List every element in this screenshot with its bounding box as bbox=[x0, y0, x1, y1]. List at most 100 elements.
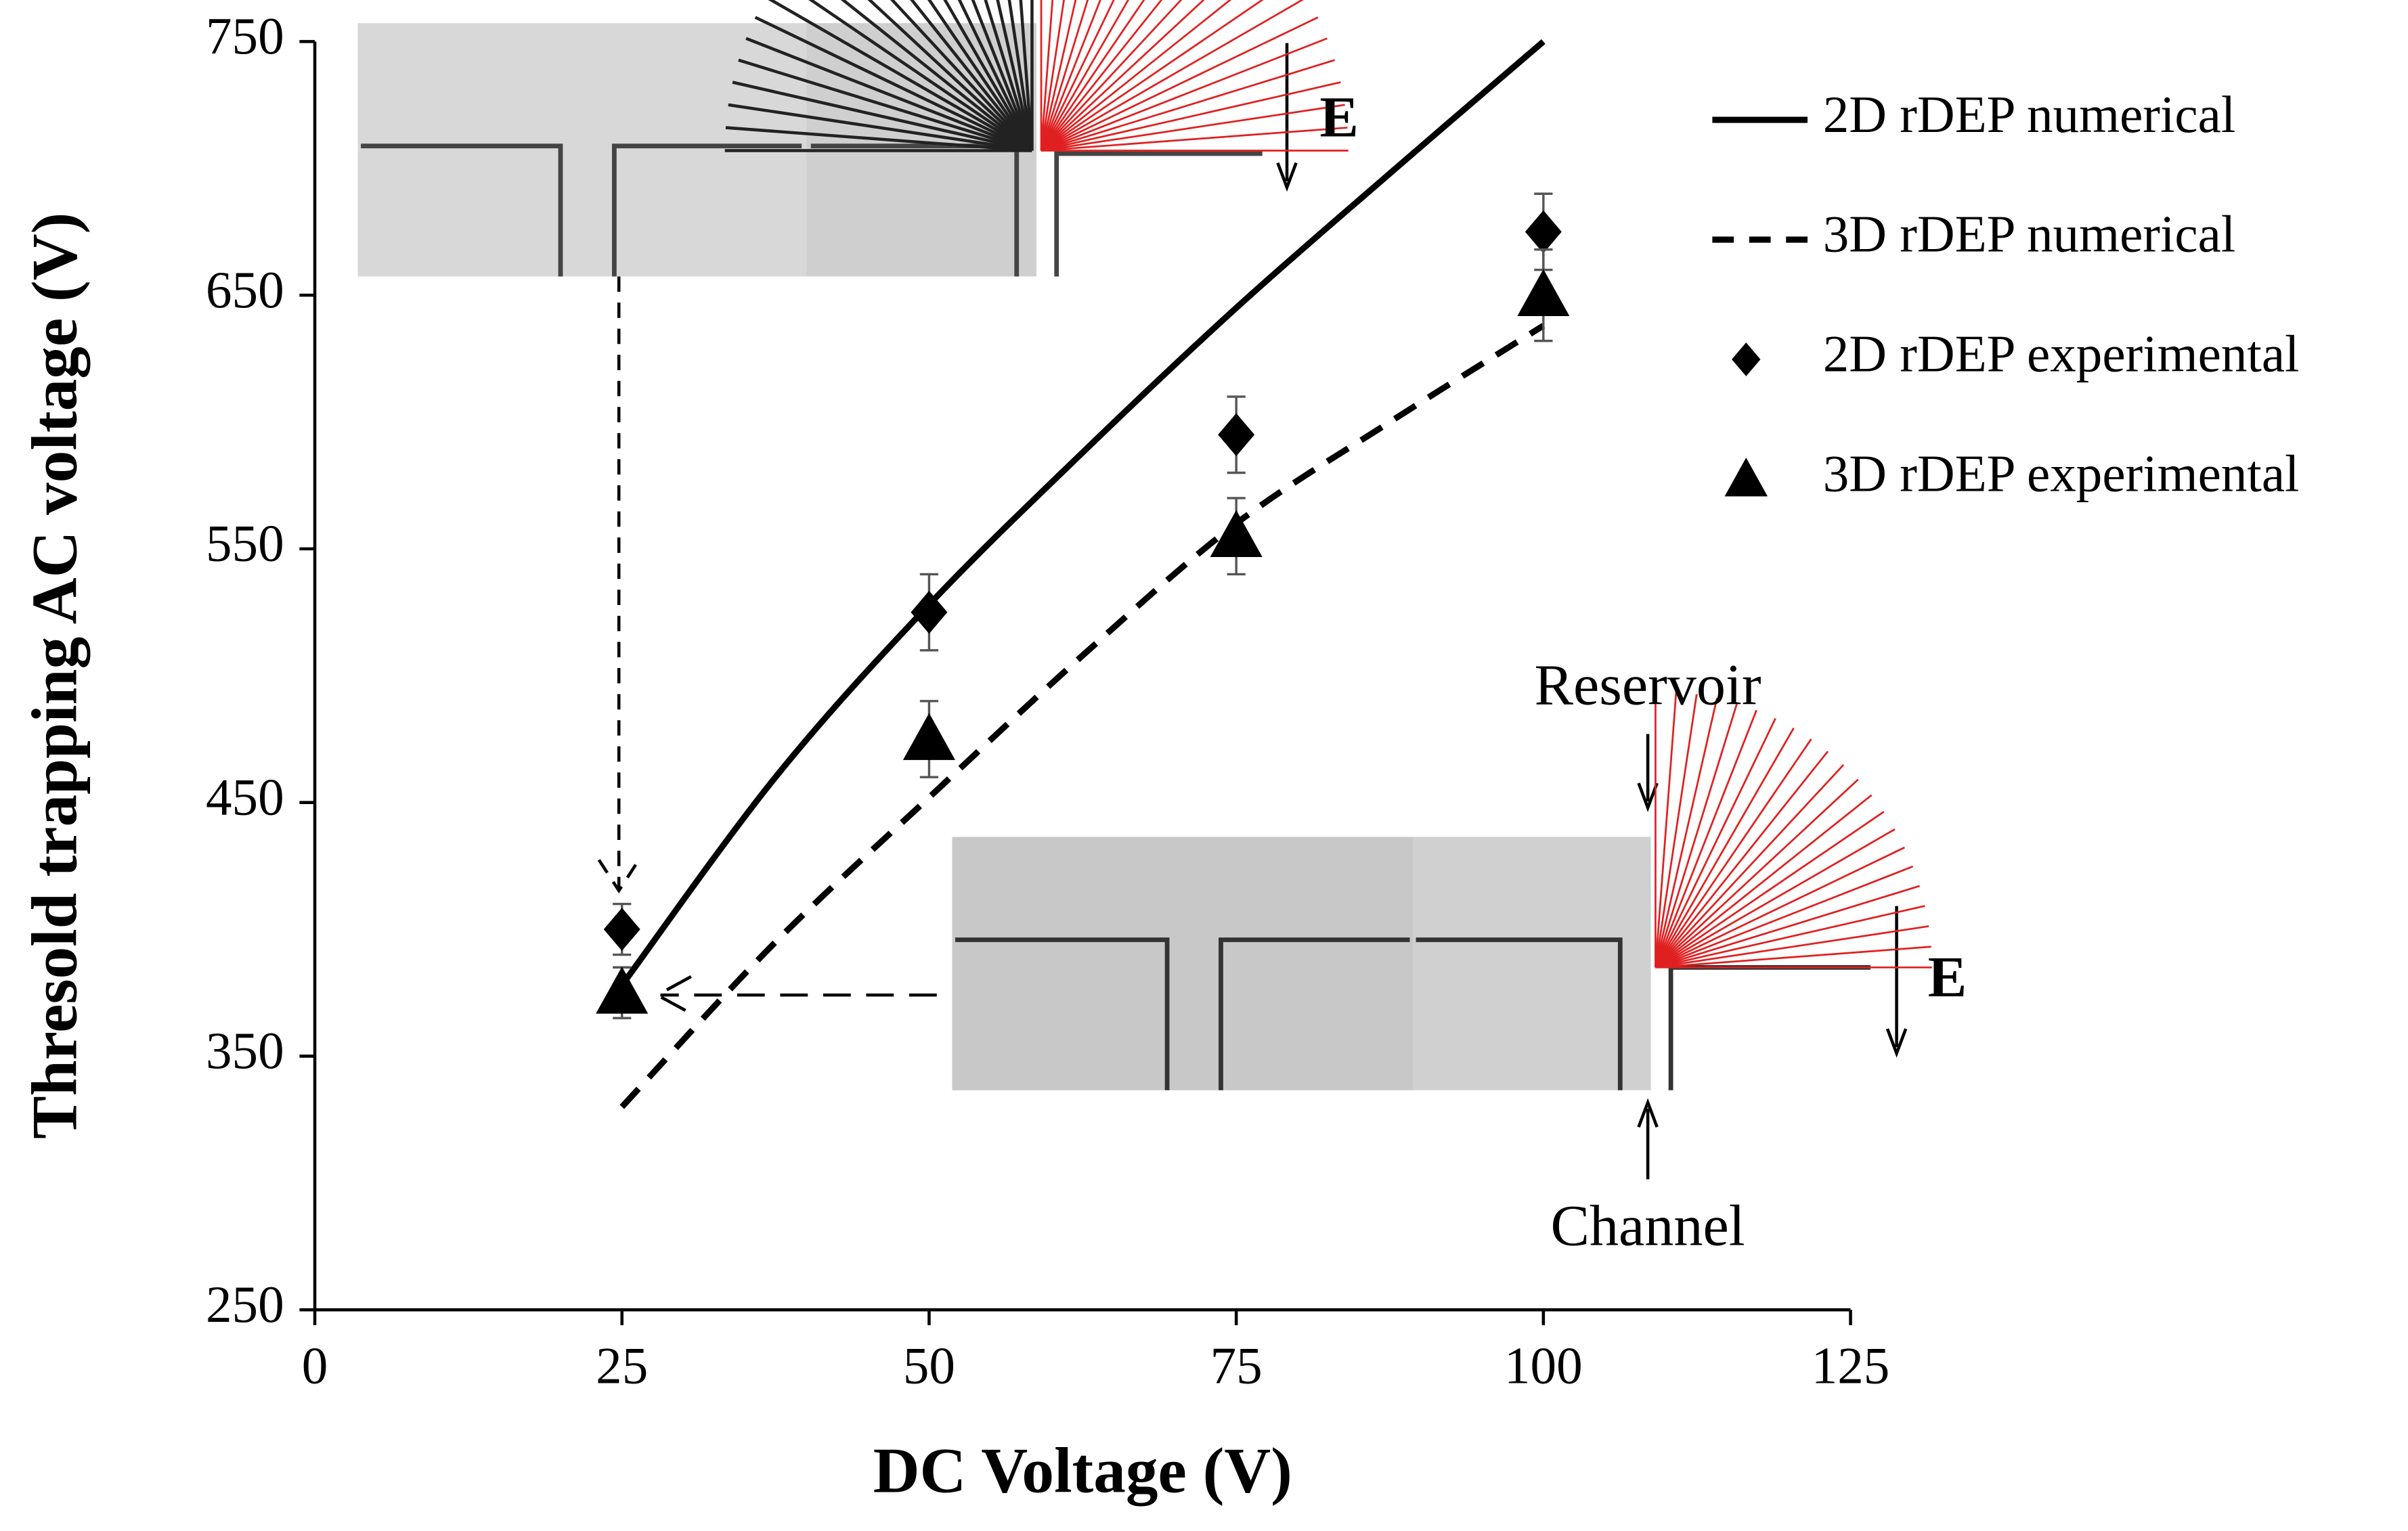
pointer-arrow bbox=[1637, 734, 1659, 812]
diamond-marker bbox=[1525, 210, 1562, 254]
legend-marker bbox=[1724, 458, 1768, 497]
field-line bbox=[1655, 946, 1931, 969]
field-line bbox=[1655, 828, 1896, 969]
field-line bbox=[1041, 0, 1264, 152]
field-line bbox=[1655, 885, 1921, 969]
legend-label: 3D rDEP experimental bbox=[1823, 445, 2300, 503]
field-line bbox=[1040, 0, 1101, 151]
field-line bbox=[910, 0, 1034, 152]
legend-label: 2D rDEP experimental bbox=[1823, 325, 2300, 383]
x-axis-title: DC Voltage (V) bbox=[873, 1434, 1292, 1506]
field-line bbox=[840, 0, 1033, 152]
field-line bbox=[1041, 59, 1335, 152]
field-line bbox=[738, 58, 1033, 152]
field-line bbox=[1655, 865, 1914, 969]
field-line bbox=[1040, 0, 1163, 152]
field-line bbox=[1655, 717, 1776, 968]
field-arrow bbox=[1276, 43, 1298, 192]
field-line bbox=[1655, 751, 1829, 969]
y-tick-label: 650 bbox=[206, 261, 284, 319]
field-line bbox=[1040, 0, 1115, 152]
field-line bbox=[1041, 127, 1348, 152]
x-tick-label: 75 bbox=[1210, 1337, 1263, 1395]
field-line bbox=[1655, 846, 1905, 969]
y-tick-label: 550 bbox=[206, 514, 284, 573]
field-line bbox=[1040, 0, 1077, 151]
field-line bbox=[1655, 778, 1859, 969]
annotation: Reservoir bbox=[1535, 652, 1761, 717]
field-line bbox=[1655, 697, 1718, 968]
field-line bbox=[927, 0, 1034, 152]
field-line bbox=[1655, 703, 1738, 968]
x-tick-label: 50 bbox=[903, 1337, 955, 1395]
field-line bbox=[1040, 0, 1130, 152]
annotation: E bbox=[1319, 84, 1359, 149]
field-line bbox=[1655, 925, 1929, 969]
field-line bbox=[808, 0, 1033, 152]
field-line bbox=[1007, 0, 1034, 151]
field-line bbox=[768, 0, 1033, 152]
inset-simulation bbox=[1650, 837, 1874, 1090]
inset-photo bbox=[1413, 837, 1651, 1090]
field-line bbox=[1040, 0, 1065, 151]
diamond-marker bbox=[603, 908, 640, 951]
field-line bbox=[1041, 0, 1205, 152]
inset-channel bbox=[955, 937, 1871, 1090]
field-line bbox=[1041, 0, 1305, 152]
field-line bbox=[725, 126, 1032, 152]
x-tick-label: 0 bbox=[302, 1337, 328, 1395]
dashed-arrow bbox=[597, 276, 640, 894]
series-line bbox=[619, 323, 1546, 1109]
insets bbox=[357, 0, 1932, 1180]
field-line bbox=[957, 0, 1034, 152]
field-line bbox=[890, 0, 1034, 152]
y-tick-label: 250 bbox=[206, 1275, 284, 1333]
y-tick-label: 450 bbox=[206, 768, 284, 826]
field-line bbox=[1655, 794, 1873, 969]
field-line bbox=[867, 0, 1033, 152]
triangle-marker bbox=[902, 713, 956, 760]
field-line bbox=[728, 103, 1032, 152]
legend-label: 2D rDEP numerical bbox=[1823, 85, 2236, 143]
field-line bbox=[1655, 811, 1885, 969]
field-line bbox=[943, 0, 1034, 152]
legend-marker bbox=[1732, 342, 1761, 376]
field-line bbox=[1655, 905, 1925, 969]
field-line bbox=[1655, 738, 1812, 969]
field-line bbox=[1041, 0, 1232, 152]
pointer-arrow bbox=[1637, 1098, 1659, 1180]
field-line bbox=[1655, 728, 1795, 968]
dashed-arrow bbox=[654, 975, 937, 1015]
diamond-marker bbox=[911, 590, 948, 634]
annotation: E bbox=[1928, 944, 1967, 1009]
field-arrow bbox=[1885, 906, 1908, 1058]
field-line bbox=[1041, 0, 1183, 152]
field-line bbox=[754, 16, 1033, 152]
triangle-marker bbox=[1210, 510, 1263, 558]
field-line bbox=[1655, 709, 1757, 968]
field-line bbox=[1041, 104, 1345, 152]
field-line bbox=[1040, 0, 1145, 152]
field-line bbox=[1041, 16, 1319, 152]
y-axis-title: Thresold trapping AC voltage (V) bbox=[19, 213, 91, 1139]
legend-label: 3D rDEP numerical bbox=[1823, 205, 2236, 263]
x-tick-label: 25 bbox=[596, 1337, 648, 1395]
series-line bbox=[619, 39, 1546, 988]
field-line bbox=[1040, 0, 1054, 151]
field-line bbox=[732, 81, 1032, 152]
annotation: Channel bbox=[1550, 1193, 1745, 1258]
diamond-marker bbox=[1218, 413, 1255, 457]
field-line bbox=[1019, 0, 1034, 151]
field-line bbox=[984, 0, 1034, 152]
field-line bbox=[1655, 694, 1698, 968]
x-tick-label: 125 bbox=[1812, 1337, 1890, 1395]
triangle-marker bbox=[596, 967, 649, 1014]
field-line bbox=[996, 0, 1034, 151]
field-line bbox=[1655, 764, 1845, 969]
field-line bbox=[971, 0, 1034, 152]
triangle-marker bbox=[1517, 269, 1570, 317]
y-tick-label: 350 bbox=[206, 1021, 284, 1080]
field-line bbox=[1040, 0, 1089, 151]
field-line bbox=[1041, 81, 1341, 152]
inset-photo bbox=[952, 837, 1414, 1090]
